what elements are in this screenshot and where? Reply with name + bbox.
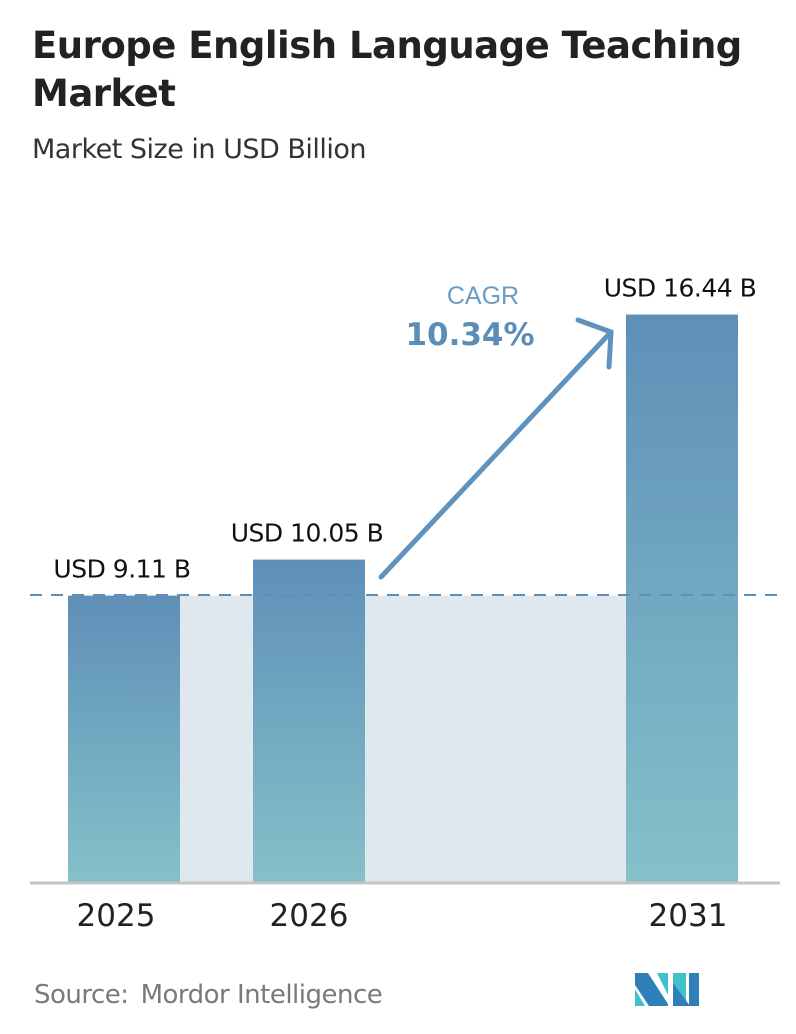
- bar-2025: [68, 595, 180, 883]
- chart-subtitle: Market Size in USD Billion: [32, 134, 367, 165]
- source-label: Source:: [34, 980, 129, 1010]
- bar-2031: [626, 314, 738, 883]
- source-name: Mordor Intelligence: [140, 980, 383, 1010]
- chart-title: Europe English Language Teaching Market: [32, 24, 742, 115]
- data-label-2025: USD 9.11 B: [53, 555, 190, 584]
- data-label-2031: USD 16.44 B: [604, 274, 757, 303]
- cagr-value: 10.34%: [405, 317, 534, 353]
- bar-2026: [253, 559, 365, 883]
- cagr-arrow: [378, 317, 614, 580]
- data-label-2026: USD 10.05 B: [231, 519, 384, 548]
- cagr-label: CAGR: [447, 282, 519, 310]
- source-line: Source: Mordor Intelligence: [34, 980, 383, 1010]
- x-tick-label-2025: 2025: [77, 898, 156, 934]
- x-tick-label-2031: 2031: [649, 898, 728, 934]
- x-tick-label-2026: 2026: [270, 898, 349, 934]
